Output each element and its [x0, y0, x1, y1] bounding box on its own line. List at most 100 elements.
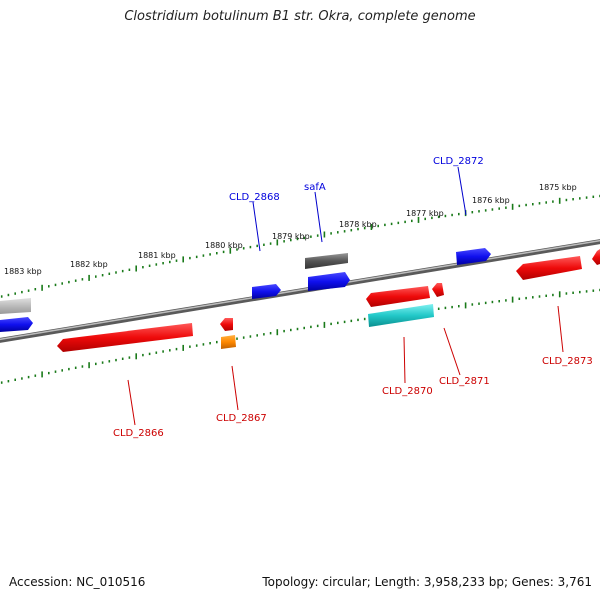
- ruler-minor-tick: [175, 347, 178, 351]
- gene-block-partial[interactable]: [0, 298, 31, 314]
- ruler-minor-tick: [34, 374, 37, 377]
- ruler-minor-tick: [337, 321, 339, 325]
- ruler-minor-tick: [236, 337, 238, 340]
- ruler-major-tick: [182, 256, 184, 263]
- gene-arrow-cld-2870[interactable]: [366, 286, 430, 307]
- gene-arrow-cld-2872[interactable]: [456, 248, 491, 265]
- ruler-minor-tick: [518, 204, 521, 208]
- ruler-minor-tick: [565, 292, 568, 295]
- gene-label[interactable]: CLD_2871: [439, 376, 490, 387]
- ruler-minor-tick: [195, 344, 198, 347]
- ruler-minor-tick: [316, 234, 319, 237]
- ruler-major-tick: [88, 362, 90, 369]
- gene-block-rna[interactable]: [368, 304, 434, 327]
- ruler-minor-tick: [458, 305, 460, 308]
- gene-arrow-cld-2866[interactable]: [57, 323, 193, 352]
- ruler-minor-tick: [572, 198, 574, 201]
- ruler-major-tick: [182, 344, 184, 351]
- ruler-minor-tick: [397, 221, 400, 225]
- ruler-minor-tick: [377, 224, 379, 228]
- ruler-minor-tick: [155, 351, 158, 354]
- ruler-minor-tick: [61, 282, 63, 285]
- ruler-major-tick: [511, 296, 514, 303]
- gene-label[interactable]: safA: [304, 182, 326, 193]
- ruler-minor-tick: [0, 381, 3, 384]
- ruler-minor-tick: [101, 361, 104, 364]
- gene-arrow-cld-2868[interactable]: [252, 284, 281, 299]
- ruler-minor-tick: [169, 260, 171, 264]
- ruler-minor-tick: [458, 212, 460, 216]
- gene-arrow-edge[interactable]: [0, 317, 33, 332]
- gene-arrow-cld-2873[interactable]: [516, 256, 582, 280]
- ruler-minor-tick: [162, 262, 164, 265]
- ruler-minor-tick: [451, 213, 453, 217]
- ruler-minor-tick: [21, 377, 23, 380]
- gene-label[interactable]: CLD_2872: [433, 156, 484, 167]
- ruler-minor-tick: [68, 280, 70, 284]
- ruler-minor-tick: [7, 380, 10, 383]
- gene-block-pseudo[interactable]: [305, 253, 348, 269]
- ruler-minor-tick: [108, 272, 111, 275]
- ruler-minor-tick: [525, 203, 527, 207]
- gene-label[interactable]: CLD_2868: [229, 192, 280, 203]
- ruler-minor-tick: [202, 343, 205, 346]
- ruler-minor-tick: [538, 295, 541, 298]
- ruler-minor-tick: [484, 301, 487, 305]
- ruler-minor-tick: [95, 362, 97, 366]
- ruler-label-1876: 1876 kbp: [472, 196, 510, 205]
- ruler-minor-tick: [498, 300, 500, 303]
- gene-label[interactable]: CLD_2867: [216, 413, 267, 424]
- ruler-minor-tick: [14, 292, 16, 295]
- ruler-minor-tick: [330, 322, 332, 326]
- ruler-minor-tick: [74, 366, 77, 369]
- ruler-minor-tick: [363, 317, 366, 321]
- ruler-minor-tick: [283, 240, 285, 243]
- ruler-minor-tick: [505, 206, 507, 209]
- ruler-minor-tick: [242, 247, 245, 250]
- ruler-major-tick: [417, 216, 420, 223]
- ruler-major-tick: [276, 329, 279, 336]
- ruler-minor-tick: [357, 318, 359, 322]
- ruler-minor-tick: [115, 271, 117, 274]
- ruler-minor-tick: [269, 242, 272, 245]
- gene-label[interactable]: CLD_2873: [542, 356, 593, 367]
- outer-ruler-ticks: [0, 194, 600, 298]
- ruler-minor-tick: [471, 211, 474, 214]
- gene-arrow-cld-2871[interactable]: [432, 283, 444, 297]
- ruler-minor-tick: [296, 327, 299, 331]
- ruler-minor-tick: [471, 303, 474, 306]
- ruler-minor-tick: [384, 223, 386, 227]
- ruler-minor-tick: [552, 293, 554, 297]
- ruler-minor-tick: [222, 250, 225, 254]
- ruler-minor-tick: [101, 274, 104, 277]
- ruler-minor-tick: [48, 371, 50, 375]
- ruler-minor-tick: [451, 305, 453, 309]
- gene-arrow-safa[interactable]: [308, 272, 350, 291]
- ruler-minor-tick: [592, 195, 595, 198]
- ruler-minor-tick: [128, 268, 131, 271]
- ruler-minor-tick: [108, 360, 111, 363]
- gene-label[interactable]: CLD_2866: [113, 428, 164, 439]
- ruler-minor-tick: [404, 220, 406, 224]
- ruler-label-1881: 1881 kbp: [138, 251, 176, 260]
- ruler-label-1882: 1882 kbp: [70, 260, 108, 269]
- ruler-minor-tick: [303, 236, 305, 240]
- gene-arrow-cld-2867[interactable]: [220, 318, 233, 331]
- ruler-minor-tick: [27, 289, 30, 292]
- gene-arrow-edge-right[interactable]: [592, 249, 600, 265]
- ruler-minor-tick: [579, 290, 581, 294]
- ruler-minor-tick: [263, 333, 265, 336]
- genome-summary-text: Topology: circular; Length: 3,958,233 bp…: [262, 575, 592, 589]
- reverse-genes: [57, 249, 600, 352]
- ruler-minor-tick: [169, 349, 171, 352]
- ruler-minor-tick: [444, 214, 447, 218]
- ruler-minor-tick: [61, 369, 63, 372]
- ruler-minor-tick: [155, 263, 158, 266]
- ruler-minor-tick: [424, 217, 426, 221]
- ruler-minor-tick: [209, 342, 211, 345]
- gene-label[interactable]: CLD_2870: [382, 386, 433, 397]
- gene-block-other[interactable]: [221, 335, 236, 349]
- ruler-minor-tick: [263, 243, 265, 246]
- ruler-minor-tick: [142, 353, 144, 357]
